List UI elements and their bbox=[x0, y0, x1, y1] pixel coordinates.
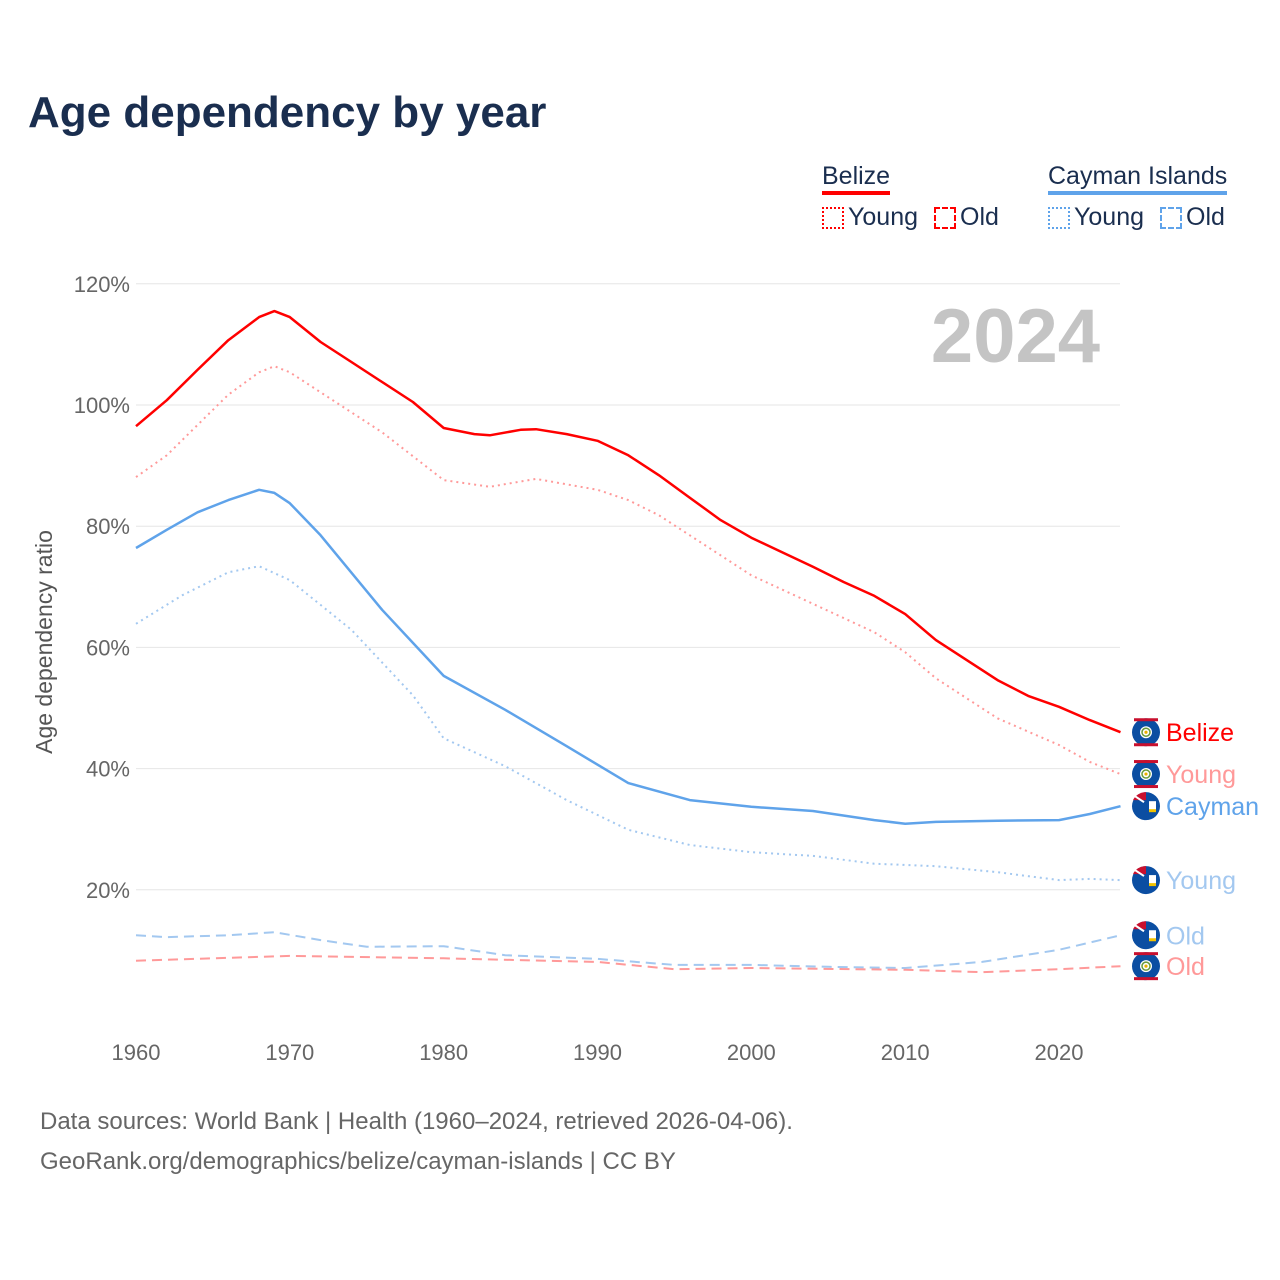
legend-belize-label[interactable]: Belize bbox=[822, 162, 891, 195]
dotted-swatch-icon bbox=[1048, 206, 1070, 229]
legend-belize-young[interactable]: Young bbox=[822, 203, 918, 232]
legend-belize-old[interactable]: Old bbox=[934, 203, 999, 232]
cayman-flag-icon bbox=[1132, 921, 1160, 950]
legend-cayman-label[interactable]: Cayman Islands bbox=[1048, 162, 1228, 195]
x-tick-label: 1980 bbox=[419, 1040, 468, 1065]
legend-cayman-old[interactable]: Old bbox=[1160, 203, 1225, 232]
cayman-flag-icon bbox=[1132, 792, 1160, 821]
y-tick-label: 60% bbox=[86, 635, 130, 660]
x-tick-label: 2000 bbox=[727, 1040, 776, 1065]
dashed-swatch-icon bbox=[934, 206, 956, 229]
y-tick-label: 100% bbox=[74, 393, 130, 418]
cayman-flag-icon bbox=[1132, 866, 1160, 895]
chart-title: Age dependency by year bbox=[28, 88, 547, 137]
legend-item-label: Old bbox=[1186, 203, 1225, 231]
series-line-belize-young[interactable] bbox=[135, 365, 1121, 776]
belize-flag-icon bbox=[1132, 760, 1160, 789]
legend-group-cayman: Cayman Islands Young Old bbox=[1048, 162, 1228, 232]
y-tick-label: 80% bbox=[86, 514, 130, 539]
y-tick-label: 120% bbox=[74, 272, 130, 297]
x-tick-label: 1990 bbox=[573, 1040, 622, 1065]
series-end-label: Young bbox=[1166, 867, 1236, 895]
dotted-swatch-icon bbox=[822, 206, 844, 229]
series-end-label: Old bbox=[1166, 922, 1205, 950]
footer-link[interactable]: GeoRank.org/demographics/belize/cayman-i… bbox=[40, 1148, 676, 1175]
series-line-cayman-islands-old[interactable] bbox=[135, 931, 1121, 969]
y-axis-label: Age dependency ratio bbox=[31, 530, 57, 754]
series-end-label: Young bbox=[1166, 761, 1236, 789]
legend-item-label: Young bbox=[1074, 203, 1144, 231]
series-end-label: Old bbox=[1166, 953, 1205, 981]
year-watermark: 2024 bbox=[931, 294, 1100, 379]
series-line-belize-old[interactable] bbox=[135, 954, 1121, 974]
y-tick-label: 40% bbox=[86, 757, 130, 782]
y-tick-label: 20% bbox=[86, 878, 130, 903]
x-tick-label: 2010 bbox=[881, 1040, 930, 1065]
footer-sources: Data sources: World Bank | Health (1960–… bbox=[40, 1108, 793, 1135]
belize-flag-icon bbox=[1132, 718, 1160, 747]
belize-flag-icon bbox=[1132, 952, 1160, 981]
legend-item-label: Young bbox=[848, 203, 918, 231]
series-line-belize[interactable] bbox=[135, 309, 1121, 734]
series-line-cayman-islands-young[interactable] bbox=[135, 565, 1121, 882]
line-chart: 2024 20% 40% 60% 80% 100% 120% 1960 1970 1980 199… bbox=[31, 272, 1259, 1065]
dashed-swatch-icon bbox=[1160, 206, 1182, 229]
series-end-label: Belize bbox=[1166, 719, 1234, 747]
x-tick-label: 2020 bbox=[1035, 1040, 1084, 1065]
x-tick-label: 1970 bbox=[265, 1040, 314, 1065]
series-line-cayman-islands[interactable] bbox=[135, 488, 1121, 825]
x-tick-label: 1960 bbox=[112, 1040, 161, 1065]
legend-item-label: Old bbox=[960, 203, 999, 231]
series-end-label: Cayman bbox=[1166, 793, 1259, 821]
legend-group-belize: Belize Young Old bbox=[822, 162, 999, 232]
legend-cayman-young[interactable]: Young bbox=[1048, 203, 1144, 232]
